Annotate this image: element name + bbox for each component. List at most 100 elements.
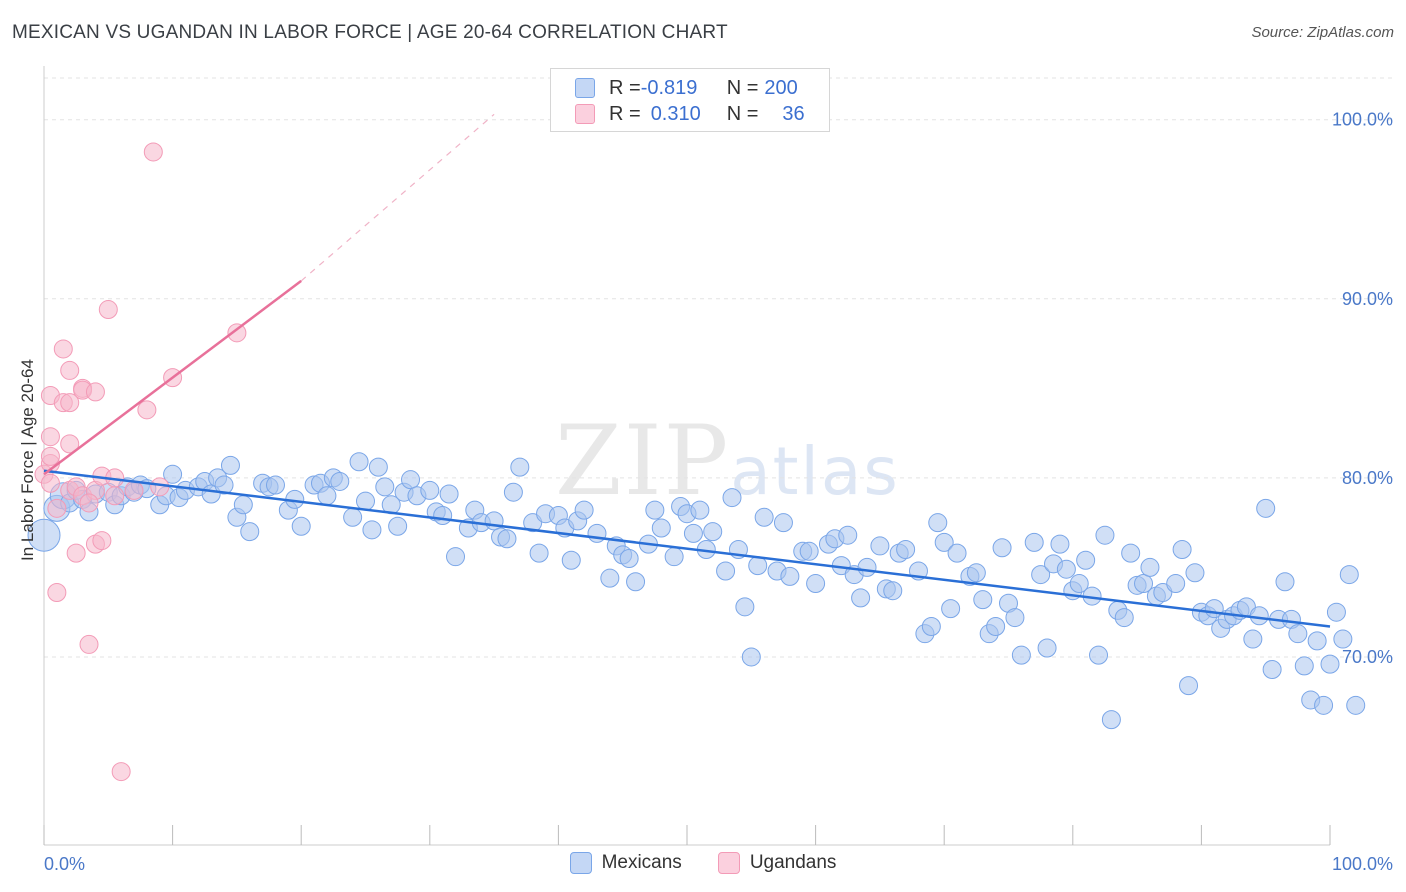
point-mexicans	[1076, 550, 1096, 570]
point-mexicans	[1031, 565, 1051, 585]
point-mexicans	[1011, 645, 1031, 665]
point-mexicans	[773, 513, 793, 533]
point-ugandans	[111, 762, 131, 782]
chart-title: MEXICAN VS UGANDAN IN LABOR FORCE | AGE …	[12, 22, 728, 43]
series-legend-mexicans[interactable]: Mexicans	[569, 852, 682, 874]
point-mexicans	[1256, 498, 1276, 518]
point-mexicans	[1140, 557, 1160, 577]
point-mexicans	[356, 491, 375, 511]
point-mexicans	[722, 488, 742, 508]
point-mexicans	[716, 561, 736, 581]
point-ugandans	[85, 382, 105, 402]
point-mexicans	[870, 536, 890, 556]
point-ugandans	[92, 531, 112, 551]
point-mexicans	[883, 581, 903, 601]
point-ugandans	[47, 498, 67, 518]
point-mexicans	[1166, 574, 1186, 594]
point-mexicans	[420, 480, 440, 500]
series-label-mexicans: Mexicans	[601, 852, 682, 873]
point-mexicans	[291, 516, 311, 536]
point-mexicans	[1262, 660, 1282, 680]
point-mexicans	[1172, 540, 1192, 560]
point-mexicans	[683, 523, 703, 543]
series-legend-ugandans[interactable]: Ugandans	[717, 852, 837, 874]
point-mexicans	[1294, 656, 1314, 676]
point-mexicans	[1056, 559, 1076, 579]
y-tick-label: 90.0%	[1342, 289, 1393, 309]
point-ugandans	[137, 400, 157, 420]
point-mexicans	[439, 484, 459, 504]
watermark: ZIPatlas	[555, 405, 900, 517]
point-mexicans	[1320, 654, 1340, 674]
point-mexicans	[1314, 695, 1334, 715]
trend-line-ugandans	[43, 279, 302, 476]
legend-row-mexicans: R = -0.819 N = 200	[575, 75, 798, 101]
point-ugandans	[66, 543, 86, 563]
point-mexicans	[735, 597, 755, 617]
trend-extension-ugandans	[300, 113, 495, 282]
point-ugandans	[40, 427, 60, 447]
point-mexicans	[401, 470, 421, 490]
point-mexicans	[741, 647, 761, 667]
point-mexicans	[947, 543, 967, 563]
point-mexicans	[1121, 543, 1141, 563]
point-mexicans	[349, 452, 369, 472]
point-mexicans	[375, 477, 395, 497]
point-mexicans	[857, 557, 877, 577]
point-mexicans	[780, 566, 800, 586]
point-mexicans	[1275, 572, 1295, 592]
point-mexicans	[754, 507, 774, 527]
point-mexicans	[651, 518, 671, 538]
point-mexicans	[163, 464, 183, 484]
trend-line-mexicans	[43, 469, 1331, 628]
point-mexicans	[240, 522, 260, 542]
point-mexicans	[806, 574, 826, 594]
point-ugandans	[40, 446, 60, 466]
legend-r-label: R =	[609, 102, 641, 125]
point-mexicans	[1089, 645, 1109, 665]
point-ugandans	[79, 493, 99, 513]
x-tick-label-max: 100.0%	[1332, 854, 1393, 874]
point-ugandans	[47, 582, 67, 602]
point-mexicans	[992, 538, 1012, 558]
point-mexicans	[966, 563, 986, 583]
point-mexicans	[799, 541, 819, 561]
point-mexicans	[973, 590, 993, 610]
point-mexicans	[838, 525, 858, 545]
y-axis-label: In Labor Force | Age 20-64	[18, 359, 37, 561]
point-ugandans	[79, 634, 99, 654]
point-mexicans	[1037, 638, 1057, 658]
point-mexicans	[510, 457, 530, 477]
point-mexicans	[27, 518, 61, 552]
point-mexicans	[529, 543, 549, 563]
point-mexicans	[986, 617, 1006, 637]
point-ugandans	[40, 473, 60, 493]
point-mexicans	[330, 471, 350, 491]
series-legend: Mexicans Ugandans	[0, 852, 1406, 874]
point-mexicans	[703, 522, 723, 542]
point-mexicans	[368, 457, 388, 477]
point-ugandans	[105, 486, 125, 506]
point-mexicans	[446, 547, 466, 567]
point-mexicans	[343, 507, 363, 527]
legend-swatch-ugandans	[575, 104, 595, 124]
point-ugandans	[227, 323, 247, 343]
point-mexicans	[1101, 710, 1121, 730]
point-mexicans	[1333, 629, 1353, 649]
point-mexicans	[928, 513, 948, 533]
point-mexicans	[561, 550, 581, 570]
point-mexicans	[1050, 534, 1070, 554]
point-mexicans	[1346, 695, 1366, 715]
point-mexicans	[214, 475, 234, 495]
point-mexicans	[1114, 608, 1134, 628]
point-mexicans	[574, 500, 594, 520]
point-mexicans	[362, 520, 382, 540]
legend-swatch-mexicans	[575, 78, 595, 98]
source-label: Source: ZipAtlas.com	[1251, 24, 1394, 41]
series-swatch-mexicans	[569, 852, 592, 874]
point-ugandans	[98, 300, 118, 320]
point-mexicans	[934, 532, 954, 552]
legend-r-value: 0.310	[650, 102, 701, 125]
series-label-ugandans: Ugandans	[749, 852, 837, 873]
point-mexicans	[1326, 602, 1346, 622]
